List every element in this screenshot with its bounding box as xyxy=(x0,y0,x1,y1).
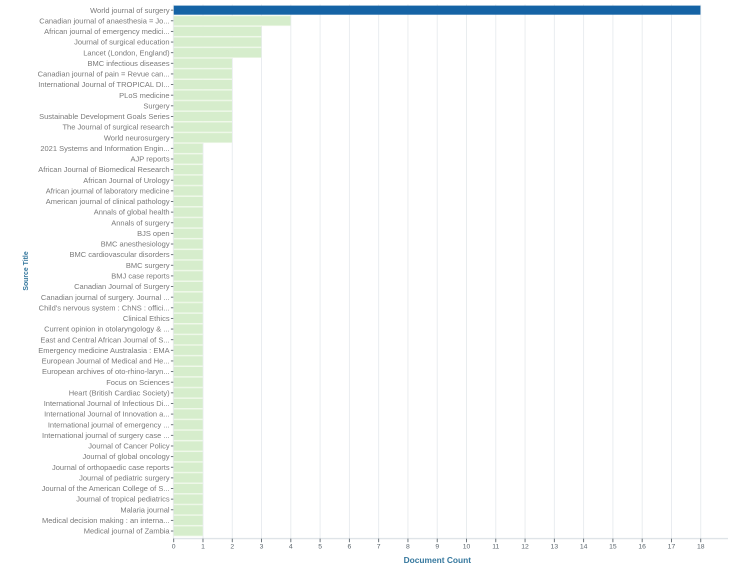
svg-text:13: 13 xyxy=(551,543,559,550)
svg-text:African journal of emergency m: African journal of emergency medici... xyxy=(44,27,169,36)
svg-text:2: 2 xyxy=(230,543,234,550)
svg-text:Lancet (London, England): Lancet (London, England) xyxy=(83,48,170,57)
svg-text:BMC cardiovascular disorders: BMC cardiovascular disorders xyxy=(70,250,170,259)
svg-text:International Journal of Innov: International Journal of Innovation a... xyxy=(44,410,170,419)
svg-text:3: 3 xyxy=(260,543,264,550)
svg-text:East and Central African Journ: East and Central African Journal of S... xyxy=(40,335,169,344)
svg-text:Medical decision making : an i: Medical decision making : an interna... xyxy=(42,516,170,525)
svg-text:Annals of surgery: Annals of surgery xyxy=(111,218,170,227)
svg-text:Journal of tropical pediatrics: Journal of tropical pediatrics xyxy=(76,495,170,504)
svg-text:AJP reports: AJP reports xyxy=(131,155,170,164)
svg-text:PLoS medicine: PLoS medicine xyxy=(119,91,169,100)
svg-text:16: 16 xyxy=(638,543,646,550)
svg-text:BMC infectious diseases: BMC infectious diseases xyxy=(87,59,169,68)
svg-text:Journal of pediatric surgery: Journal of pediatric surgery xyxy=(79,473,170,482)
svg-text:9: 9 xyxy=(435,543,439,550)
svg-text:European archives of oto-rhino: European archives of oto-rhino-laryn... xyxy=(42,367,170,376)
svg-text:17: 17 xyxy=(668,543,676,550)
svg-text:Focus on Sciences: Focus on Sciences xyxy=(106,378,170,387)
svg-text:International Journal of TROPI: International Journal of TROPICAL DI... xyxy=(38,80,169,89)
svg-text:BMC anesthesiology: BMC anesthesiology xyxy=(101,240,170,249)
svg-text:5: 5 xyxy=(318,543,322,550)
svg-text:2021 Systems and Information E: 2021 Systems and Information Engin... xyxy=(40,144,169,153)
svg-text:African Journal of Urology: African Journal of Urology xyxy=(83,176,170,185)
svg-text:Emergency medicine Australasia: Emergency medicine Australasia : EMA xyxy=(38,346,169,355)
svg-text:Document Count: Document Count xyxy=(404,555,472,565)
svg-text:4: 4 xyxy=(289,543,293,550)
svg-text:Clinical Ethics: Clinical Ethics xyxy=(123,314,170,323)
svg-text:18: 18 xyxy=(697,543,705,550)
svg-text:The Journal of surgical resear: The Journal of surgical research xyxy=(62,123,169,132)
svg-text:8: 8 xyxy=(406,543,410,550)
svg-text:International journal of surge: International journal of surgery case ..… xyxy=(42,431,170,440)
svg-text:Surgery: Surgery xyxy=(143,101,170,110)
svg-text:15: 15 xyxy=(609,543,617,550)
svg-text:International Journal of Infec: International Journal of Infectious Di..… xyxy=(44,399,170,408)
svg-text:Canadian journal of anaesthesi: Canadian journal of anaesthesia = Jo... xyxy=(39,16,169,25)
svg-text:BJS open: BJS open xyxy=(137,229,170,238)
svg-text:American journal of clinical p: American journal of clinical pathology xyxy=(46,197,170,206)
svg-text:World neurosurgery: World neurosurgery xyxy=(104,133,170,142)
svg-text:Canadian Journal of Surgery: Canadian Journal of Surgery xyxy=(74,282,170,291)
svg-text:Journal of Cancer Policy: Journal of Cancer Policy xyxy=(88,442,170,451)
svg-text:Annals of global health: Annals of global health xyxy=(94,208,170,217)
svg-text:Canadian journal of surgery. J: Canadian journal of surgery. Journal ... xyxy=(41,293,170,302)
svg-text:Canadian journal of pain = Rev: Canadian journal of pain = Revue can... xyxy=(38,70,170,79)
svg-text:Journal of orthopaedic case re: Journal of orthopaedic case reports xyxy=(52,463,170,472)
svg-text:11: 11 xyxy=(492,543,499,550)
svg-text:Journal of the American Colleg: Journal of the American College of S... xyxy=(42,484,170,493)
svg-text:Heart (British Cardiac Society: Heart (British Cardiac Society) xyxy=(69,388,170,397)
svg-text:Sustainable Development Goals: Sustainable Development Goals Series xyxy=(39,112,170,121)
svg-text:BMJ case reports: BMJ case reports xyxy=(111,272,170,281)
svg-text:14: 14 xyxy=(580,543,588,550)
svg-text:Source Title: Source Title xyxy=(23,251,30,290)
svg-text:Child's nervous system : ChNS: Child's nervous system : ChNS : offici..… xyxy=(39,303,170,312)
svg-text:European Journal of Medical an: European Journal of Medical and He... xyxy=(42,357,170,366)
svg-text:African journal of laboratory: African journal of laboratory medicine xyxy=(46,186,170,195)
svg-text:World journal of surgery: World journal of surgery xyxy=(90,6,170,15)
svg-text:1: 1 xyxy=(201,543,205,550)
svg-text:Medical journal of Zambia: Medical journal of Zambia xyxy=(84,527,171,536)
svg-text:African Journal of Biomedical: African Journal of Biomedical Research xyxy=(38,165,169,174)
svg-text:6: 6 xyxy=(347,543,351,550)
svg-text:0: 0 xyxy=(172,543,176,550)
svg-text:BMC surgery: BMC surgery xyxy=(126,261,170,270)
svg-text:Journal of surgical education: Journal of surgical education xyxy=(74,38,169,47)
svg-text:Current opinion in otolaryngol: Current opinion in otolaryngology & ... xyxy=(44,325,170,334)
svg-text:International journal of emerg: International journal of emergency ... xyxy=(48,420,170,429)
svg-text:Malaria journal: Malaria journal xyxy=(120,505,170,514)
svg-text:12: 12 xyxy=(521,543,529,550)
svg-text:Journal of global oncology: Journal of global oncology xyxy=(82,452,169,461)
svg-text:7: 7 xyxy=(377,543,381,550)
svg-text:10: 10 xyxy=(463,543,471,550)
